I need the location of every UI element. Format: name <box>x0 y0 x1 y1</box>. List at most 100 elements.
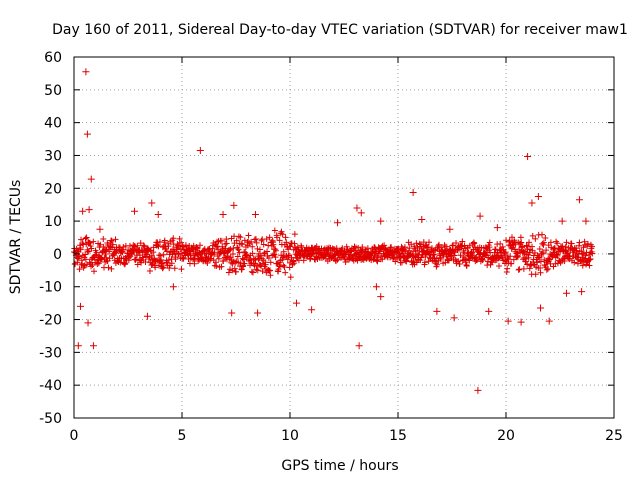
band-point <box>552 260 559 267</box>
band-point <box>260 241 267 248</box>
band-point <box>143 251 150 258</box>
x-tick-label: 0 <box>70 428 79 444</box>
band-point <box>239 241 246 248</box>
band-point <box>193 244 200 251</box>
band-point <box>165 243 172 250</box>
band-point <box>453 240 460 247</box>
band-point <box>223 240 230 247</box>
band-point <box>455 258 462 265</box>
band-point <box>103 254 110 261</box>
band-point <box>285 252 292 259</box>
band-point <box>168 260 175 267</box>
band-point <box>218 263 225 270</box>
data-point <box>377 293 385 301</box>
band-point <box>211 249 218 256</box>
band-point <box>220 258 227 265</box>
data-point <box>85 206 93 214</box>
band-point <box>248 238 255 245</box>
data-point <box>89 342 97 350</box>
y-tick-label: 60 <box>44 50 62 66</box>
band-point <box>443 243 450 250</box>
band-point <box>83 234 90 241</box>
band-point <box>439 251 446 258</box>
data-point <box>96 225 104 233</box>
band-point <box>398 259 405 266</box>
band-point <box>466 257 473 264</box>
band-point <box>135 248 142 255</box>
band-point <box>381 242 388 249</box>
band-point <box>543 266 550 273</box>
band-point <box>332 258 339 265</box>
y-tick-label: -50 <box>39 411 62 427</box>
band-point <box>108 237 115 244</box>
band-point <box>414 244 421 251</box>
band-point <box>287 243 294 250</box>
band-point <box>155 262 162 269</box>
band-point <box>90 238 97 245</box>
band-point <box>237 234 244 241</box>
band-point <box>275 266 282 273</box>
data-point <box>353 204 361 212</box>
band-point <box>249 250 256 257</box>
band-point <box>423 244 430 251</box>
data-point <box>377 217 385 225</box>
band-point <box>196 242 203 249</box>
band-point <box>470 252 477 259</box>
band-point <box>536 245 543 252</box>
band-point <box>232 268 239 275</box>
data-point <box>148 199 156 207</box>
data-point <box>418 215 426 223</box>
band-point <box>452 256 459 263</box>
band-point <box>277 263 284 270</box>
y-tick-label: 50 <box>44 83 62 99</box>
band-point <box>159 265 166 272</box>
band-point <box>291 260 298 267</box>
data-point <box>254 309 262 317</box>
band-point <box>526 265 533 272</box>
band-point <box>202 258 209 265</box>
band-point <box>160 264 167 271</box>
band-point <box>540 239 547 246</box>
band-point <box>532 235 539 242</box>
y-tick-label: 20 <box>44 181 62 197</box>
band-point <box>231 265 238 272</box>
band-point <box>245 232 252 239</box>
band-point <box>501 250 508 257</box>
data-point <box>292 299 300 307</box>
band-point <box>108 265 115 272</box>
plot-frame <box>73 56 615 419</box>
data-point <box>524 152 532 160</box>
band-point <box>546 256 553 263</box>
band-point <box>132 256 139 263</box>
band-point <box>184 251 191 258</box>
band-point <box>234 253 241 260</box>
data-point <box>196 147 204 155</box>
band-point <box>160 251 167 258</box>
band-point <box>437 255 444 262</box>
band-point <box>370 256 377 263</box>
y-tick-label: 30 <box>44 148 62 164</box>
band-point <box>257 246 264 253</box>
data-point <box>517 318 525 326</box>
band-point <box>441 248 448 255</box>
band-point <box>105 264 112 271</box>
data-point <box>545 317 553 325</box>
band-point <box>239 255 246 262</box>
data-point <box>446 225 454 233</box>
band-point <box>100 236 107 243</box>
data-point <box>143 312 151 320</box>
band-point <box>420 239 427 246</box>
band-point <box>235 246 242 253</box>
band-point <box>176 235 183 242</box>
band-point <box>161 237 168 244</box>
band-point <box>502 249 509 256</box>
band-point <box>194 245 201 252</box>
data-points <box>74 68 590 394</box>
band-point <box>469 241 476 248</box>
band-point <box>272 254 279 261</box>
band-point <box>74 259 81 266</box>
band-point <box>276 237 283 244</box>
band-point <box>238 240 245 247</box>
band-point <box>542 235 549 242</box>
data-point <box>230 201 238 209</box>
